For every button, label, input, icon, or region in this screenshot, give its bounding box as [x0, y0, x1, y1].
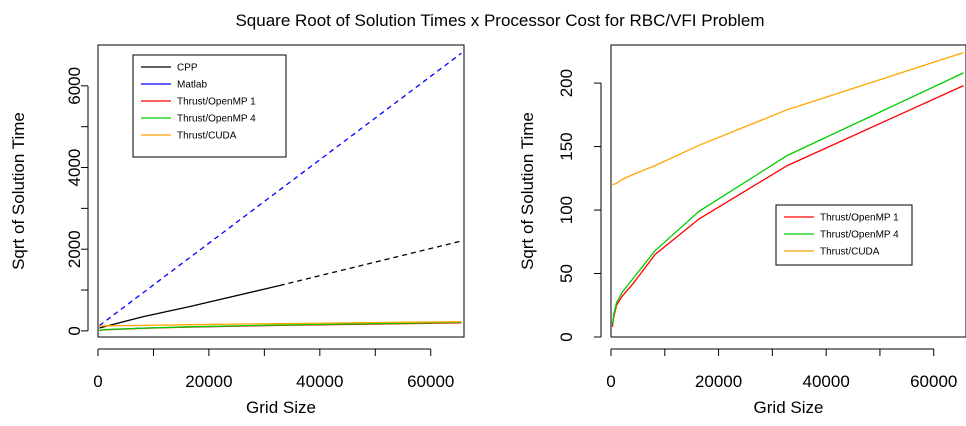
series-line-cpp-dashed: [279, 240, 462, 287]
x-tick-label: 60000: [910, 372, 957, 391]
series-line-thrust-openmp-4: [611, 72, 964, 325]
y-tick-label: 150: [557, 132, 576, 160]
legend-label-matlab: Matlab: [177, 80, 207, 91]
right-panel: 0 20000 40000 60000 0 50 100 150 200 Grid Size Sqr…: [518, 44, 966, 417]
y-tick-label: 0: [557, 332, 576, 341]
y-axis-title: Sqrt of Solution Time: [518, 112, 537, 270]
plot-frame: [97, 44, 465, 338]
legend-label-cpp: CPP: [177, 63, 198, 74]
x-tick-label: 20000: [695, 372, 742, 391]
x-tick-label: 0: [606, 372, 615, 391]
x-tick-label: 40000: [803, 372, 850, 391]
legend: Thrust/OpenMP 1 Thrust/OpenMP 4 Thrust/CUD…: [775, 204, 913, 266]
x-tick-label: 0: [93, 372, 102, 391]
series-group: [99, 52, 462, 332]
figure-title: Square Root of Solution Times x Processo…: [235, 11, 764, 30]
legend-box: [775, 204, 913, 266]
legend-label-thrust-cuda: Thrust/CUDA: [177, 131, 237, 142]
legend-box: [132, 54, 287, 158]
y-tick-label: 2000: [65, 230, 84, 268]
plot-frame: [610, 44, 966, 338]
legend-label-thrust-openmp-4: Thrust/OpenMP 4: [820, 230, 899, 241]
y-tick-label: 4000: [65, 149, 84, 187]
y-tick-label: 100: [557, 196, 576, 224]
left-panel: 0 20000 40000 60000 0 2000 4000 6000 Grid Size Sq…: [9, 44, 465, 417]
legend-label-thrust-openmp-1: Thrust/OpenMP 1: [820, 213, 899, 224]
series-line-thrust-cuda: [612, 51, 964, 186]
x-tick-label: 40000: [296, 372, 343, 391]
x-axis-title: Grid Size: [754, 398, 824, 417]
x-axis-title: Grid Size: [246, 398, 316, 417]
x-tick-label: 60000: [407, 372, 454, 391]
y-tick-label: 200: [557, 69, 576, 97]
legend-label-thrust-openmp-1: Thrust/OpenMP 1: [177, 97, 256, 108]
series-line-cpp: [99, 284, 280, 329]
series-line-matlab: [99, 52, 462, 327]
legend-label-thrust-openmp-4: Thrust/OpenMP 4: [177, 114, 256, 125]
y-axis-title: Sqrt of Solution Time: [9, 112, 28, 270]
series-group: [611, 51, 964, 327]
series-line-thrust-cuda: [99, 321, 462, 327]
legend: CPP Matlab Thrust/OpenMP 1 Thrust/OpenMP 4 T…: [132, 54, 287, 158]
y-tick-label: 0: [65, 326, 84, 335]
y-tick-label: 6000: [65, 67, 84, 105]
series-line-thrust-openmp-4: [99, 321, 462, 332]
legend-label-thrust-cuda: Thrust/CUDA: [820, 247, 880, 258]
x-tick-label: 20000: [185, 372, 232, 391]
y-tick-label: 50: [557, 264, 576, 283]
